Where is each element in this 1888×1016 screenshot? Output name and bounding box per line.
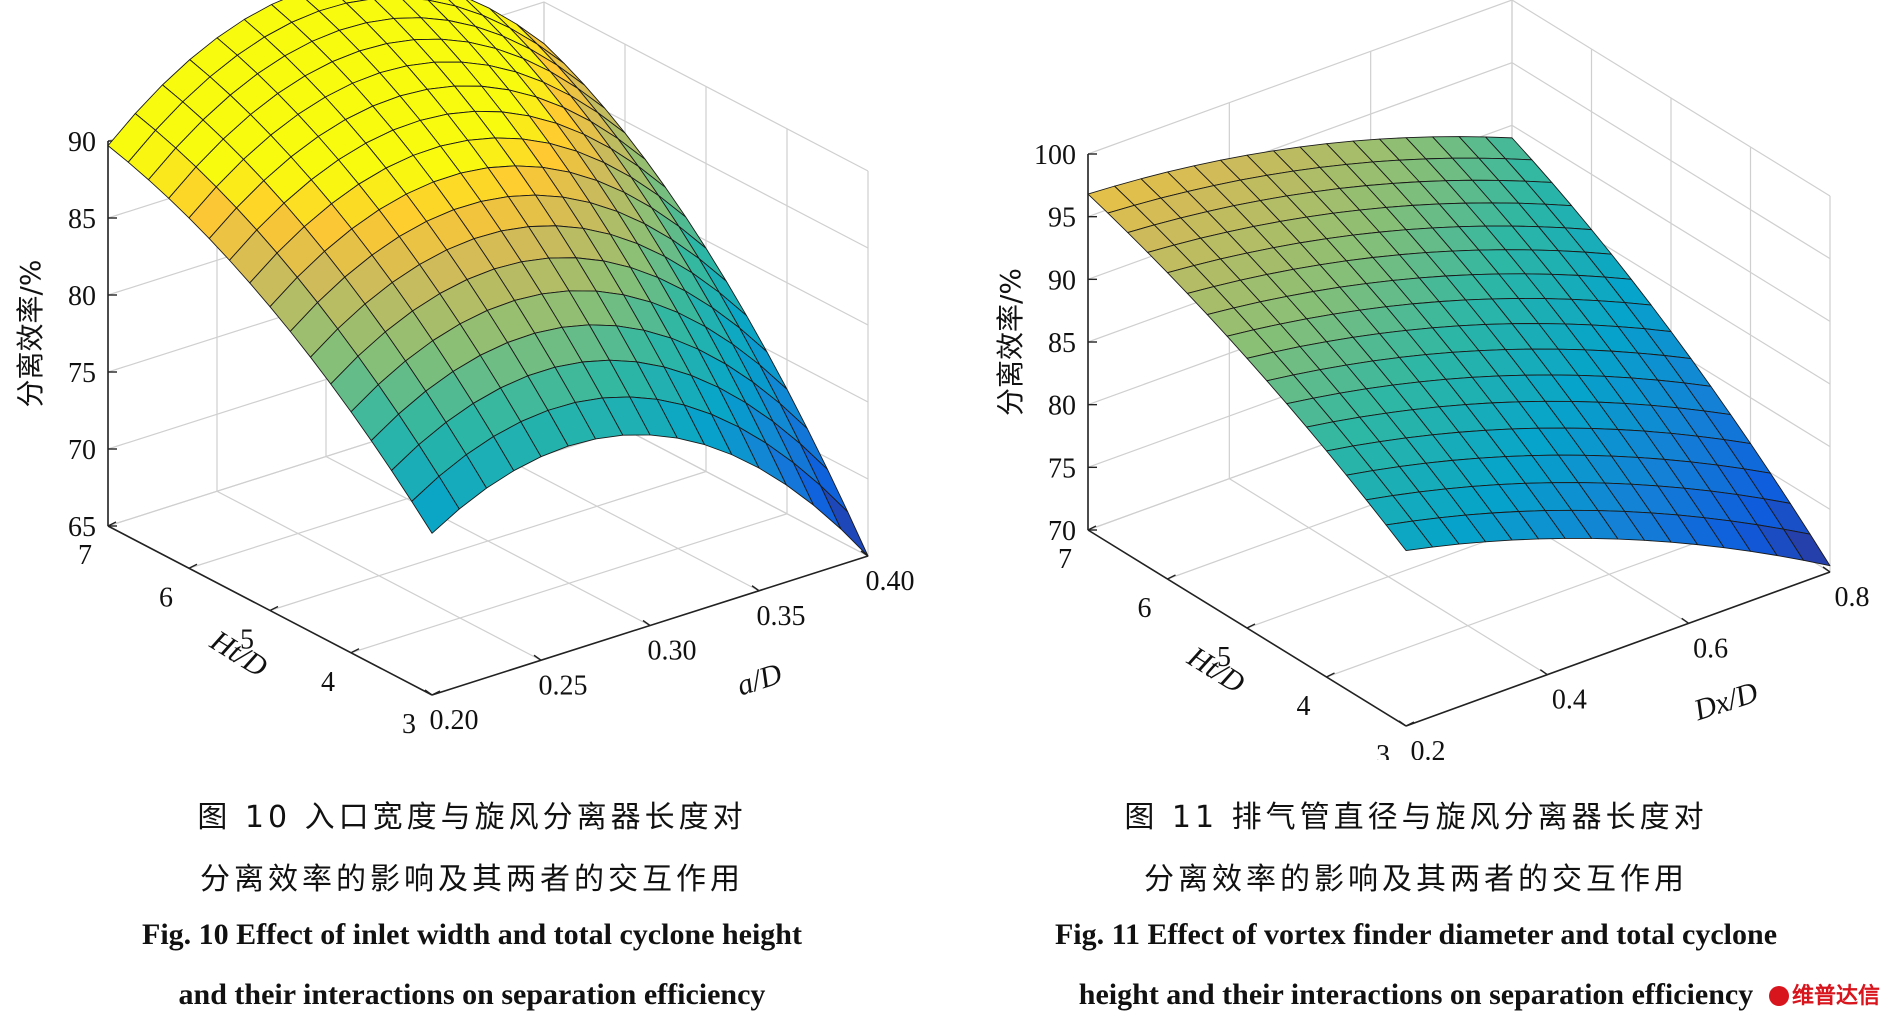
z-tick-label: 75	[68, 358, 96, 389]
z-tick-label: 95	[1048, 203, 1076, 234]
x-tick-mark	[424, 689, 433, 696]
x-tick-label: 0.4	[1552, 685, 1587, 716]
surface-patch	[1385, 520, 1433, 551]
y-tick-mark	[1405, 721, 1415, 727]
y-tick-mark	[269, 605, 279, 612]
y-tick-label: 7	[1058, 544, 1072, 575]
x-tick-mark	[1539, 669, 1548, 676]
tick-labels: 0.20 0.25 0.30 0.35 0.40 3 4 5 6 765 70 75 80 85 90 a/D…	[14, 127, 915, 740]
x-tick-mark	[642, 619, 651, 627]
y-tick-label: 4	[1297, 691, 1311, 722]
z-tick-label: 75	[1048, 453, 1076, 484]
y-tick-mark	[1326, 672, 1335, 678]
x-tick-mark	[751, 585, 760, 592]
caption-en-line2: height and their interactions on separat…	[1078, 978, 1754, 1011]
y-tick-mark	[188, 563, 198, 569]
caption-en-line1: Fig. 10 Effect of inlet width and total …	[142, 918, 802, 951]
surface-patch	[411, 475, 460, 534]
x-tick-label: 0.20	[430, 705, 479, 736]
caption-cn-line1: 图 11 排气管直径与旋风分离器长度对	[1124, 800, 1708, 835]
x-tick-label: 0.30	[648, 636, 697, 667]
x-tick-mark	[1398, 720, 1407, 727]
y-tick-label: 3	[1376, 740, 1390, 760]
y-axis-label: Ht/D	[1181, 640, 1251, 700]
figure-11: 0.2 0.4 0.6 0.8 3 4 5 6 7 70 75 80 85 90 95 100 Dx/D Ht/D…	[944, 0, 1888, 1016]
x-tick-mark	[1822, 566, 1831, 573]
y-tick-mark	[1246, 623, 1256, 629]
caption-cn-line2: 分离效率的影响及其两者的交互作用	[200, 862, 744, 897]
y-tick-mark	[431, 690, 441, 696]
x-tick-label: 0.40	[866, 566, 915, 597]
caption-en-line2: and their interactions on separation eff…	[178, 978, 766, 1011]
y-tick-label: 4	[321, 667, 335, 698]
z-tick-label: 65	[68, 512, 96, 543]
y-gridline	[269, 86, 707, 612]
z-tick-label: 90	[1048, 265, 1076, 296]
z-tick-label: 90	[68, 127, 96, 158]
z-axis-label: 分离效率/%	[14, 259, 47, 407]
z-tick-label: 80	[1048, 391, 1076, 422]
x-tick-label: 0.35	[757, 601, 806, 632]
surface	[107, 0, 869, 557]
y-tick-label: 3	[402, 709, 416, 740]
z-tick-label: 100	[1034, 140, 1076, 171]
y-tick-label: 5	[1217, 642, 1231, 673]
x-tick-mark	[533, 654, 542, 661]
x-axis-label: a/D	[733, 657, 786, 702]
y-tick-label: 6	[1138, 593, 1152, 624]
y-tick-mark	[1167, 574, 1176, 580]
caption-en-line1: Fig. 11 Effect of vortex finder diameter…	[1054, 918, 1778, 951]
x-tick-label: 0.8	[1835, 582, 1870, 613]
y-tick-mark	[350, 648, 360, 654]
x-tick-label: 0.6	[1693, 633, 1728, 664]
z-axis-label: 分离效率/%	[994, 268, 1027, 416]
watermark-logo-icon	[1768, 986, 1789, 1006]
z-tick-label: 85	[1048, 328, 1076, 359]
caption-cn-line1: 图 10 入口宽度与旋风分离器长度对	[197, 800, 747, 835]
surface-plot-fig10: 0.20 0.25 0.30 0.35 0.40 3 4 5 6 765 70 75 80 85 90 a/D…	[14, 0, 915, 740]
z-tick-label: 70	[1048, 516, 1076, 547]
y-tick-label: 5	[240, 625, 254, 656]
x-tick-mark	[1681, 617, 1690, 624]
y-tick-label: 7	[78, 540, 92, 571]
z-tick-label: 80	[68, 281, 96, 312]
y-axis-label: Ht/D	[204, 624, 274, 684]
x-axis-label: Dx/D	[1689, 676, 1762, 728]
y-tick-label: 6	[159, 582, 173, 613]
figure-10: 0.20 0.25 0.30 0.35 0.40 3 4 5 6 7 65 70 75 80 85 90 a/D…	[14, 0, 915, 1011]
watermark-text: 维普达信	[1791, 984, 1880, 1009]
z-tick-label: 85	[68, 204, 96, 235]
x-axis-line	[1405, 571, 1831, 727]
x-tick-label: 0.2	[1411, 736, 1446, 760]
surface-patch	[820, 485, 869, 557]
z-tick-label: 70	[68, 435, 96, 466]
surface-plot-fig11: 0.2 0.4 0.6 0.8 3 4 5 6 770 75 80 85 90 95 100 Dx/D Ht/D…	[994, 0, 1870, 760]
watermark: 维普达信	[1768, 978, 1880, 1010]
surface	[1087, 136, 1831, 567]
caption-cn-line2: 分离效率的影响及其两者的交互作用	[1144, 862, 1688, 897]
y-gridline	[350, 128, 788, 654]
x-tick-label: 0.25	[539, 670, 588, 701]
